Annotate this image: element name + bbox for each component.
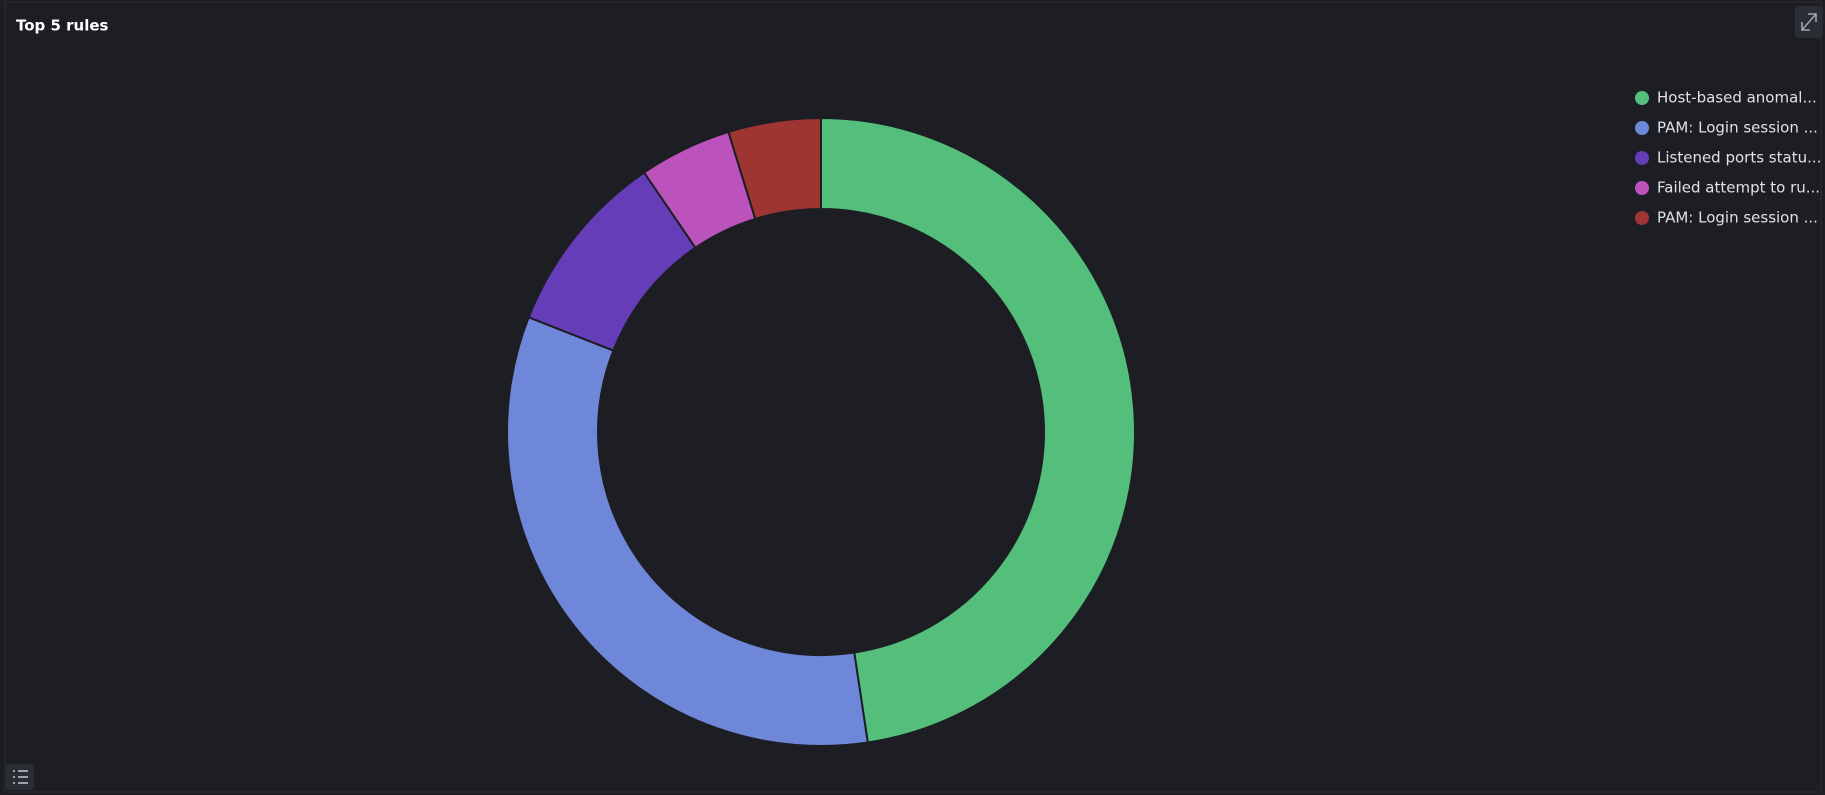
legend-swatch[interactable] <box>1635 121 1649 135</box>
chart-title: Top 5 rules <box>16 17 109 35</box>
legend-label[interactable]: PAM: Login session ... <box>1657 209 1818 227</box>
legend-swatch[interactable] <box>1635 181 1649 195</box>
legend-label[interactable]: Failed attempt to ru... <box>1657 179 1820 197</box>
donut-slice[interactable] <box>727 116 822 221</box>
legend: Host-based anomal... PAM: Login session .… <box>1635 89 1821 227</box>
legend-swatch[interactable] <box>1635 211 1649 225</box>
legend-toggle-button[interactable] <box>6 764 34 790</box>
legend-label[interactable]: Listened ports statu... <box>1657 149 1821 167</box>
expand-button[interactable] <box>1795 6 1823 38</box>
panel-border <box>4 1 1822 793</box>
legend-swatch[interactable] <box>1635 151 1649 165</box>
legend-label[interactable]: PAM: Login session ... <box>1657 119 1818 137</box>
donut <box>506 116 1136 747</box>
donut-slice[interactable] <box>820 116 1136 744</box>
legend-swatch[interactable] <box>1635 91 1649 105</box>
legend-label[interactable]: Host-based anomal... <box>1657 89 1817 107</box>
donut-slice[interactable] <box>506 315 869 747</box>
